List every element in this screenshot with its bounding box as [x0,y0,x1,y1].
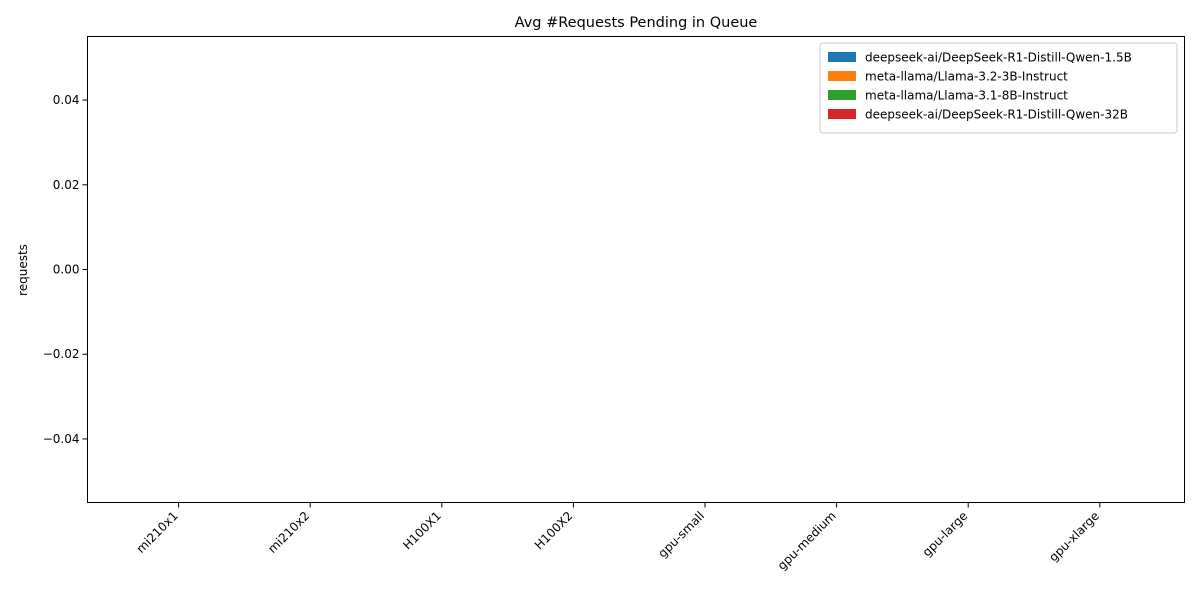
legend-swatch [828,52,856,62]
legend: deepseek-ai/DeepSeek-R1-Distill-Qwen-1.5… [819,42,1178,134]
legend-swatch [828,90,856,100]
plot-frame [87,36,1185,503]
legend-box [819,42,1178,134]
y-axis-label: requests [16,244,30,296]
chart-title: Avg #Requests Pending in Queue [515,15,758,31]
y-tick-label: −0.02 [43,347,80,361]
y-tick-label: 0.00 [53,263,80,277]
y-tick-label: 0.02 [53,178,80,192]
legend-label: meta-llama/Llama-3.2-3B-Instruct [865,70,1068,84]
legend-label: deepseek-ai/DeepSeek-R1-Distill-Qwen-32B [865,108,1128,122]
legend-swatch [828,71,856,81]
y-tick-label: 0.04 [53,93,80,107]
legend-label: deepseek-ai/DeepSeek-R1-Distill-Qwen-1.5… [865,51,1132,65]
y-axis: −0.04 −0.02 0.00 0.02 0.04 [43,93,88,446]
legend-label: meta-llama/Llama-3.1-8B-Instruct [865,89,1068,103]
y-tick-label: −0.04 [43,432,80,446]
legend-swatch [828,109,856,119]
